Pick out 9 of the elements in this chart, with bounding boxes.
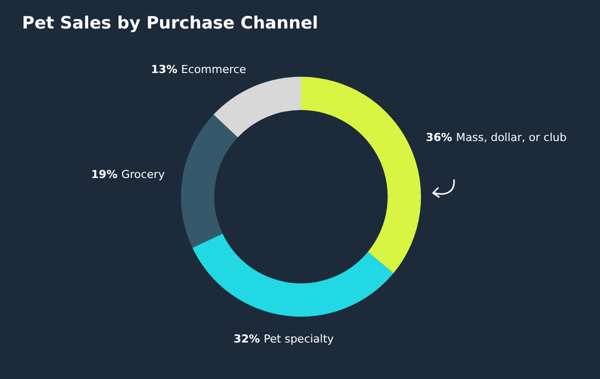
slice-label: Ecommerce (181, 62, 246, 76)
data-label: 13% (151, 62, 182, 76)
slice-label: Pet specialty (264, 332, 334, 346)
data-label: 36% (426, 130, 456, 144)
slice-label: Grocery (121, 168, 166, 181)
data-label: 19% (91, 168, 122, 181)
data-label: 32% (234, 332, 264, 346)
chart-title: Pet Sales by Purchase Channel (22, 14, 318, 34)
slice-label: Mass, dollar, or club (456, 130, 567, 144)
